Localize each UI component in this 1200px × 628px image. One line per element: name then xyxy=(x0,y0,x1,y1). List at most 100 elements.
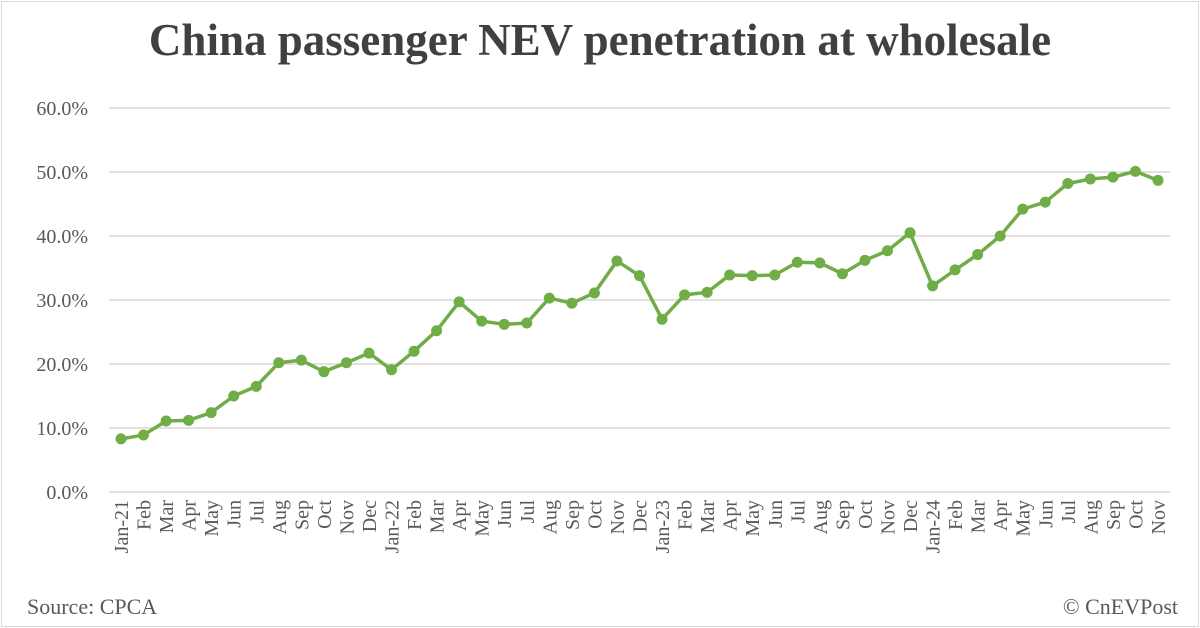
data-point xyxy=(1017,203,1029,215)
x-tick-label: Mar xyxy=(697,500,719,534)
data-point xyxy=(724,269,736,281)
x-tick-label: Oct xyxy=(855,500,877,529)
x-tick-label: Sep xyxy=(832,500,854,530)
data-point xyxy=(521,317,533,329)
data-point xyxy=(814,257,826,269)
x-tick-label: Jan-24 xyxy=(923,500,945,553)
data-point xyxy=(656,313,668,325)
data-point xyxy=(836,268,848,280)
data-point xyxy=(904,227,916,239)
x-tick-label: Feb xyxy=(945,500,967,530)
x-tick-label: May xyxy=(472,500,494,537)
y-tick-label: 50.0% xyxy=(36,162,88,184)
x-tick-label: Feb xyxy=(404,500,426,530)
data-point xyxy=(1129,165,1141,177)
data-point xyxy=(138,429,150,441)
data-point xyxy=(160,415,172,427)
series-line xyxy=(120,169,1159,441)
x-tick-label: Dec xyxy=(900,500,922,532)
x-tick-label: Mar xyxy=(968,500,990,534)
x-tick-label: Mar xyxy=(427,500,449,534)
x-tick-label: Sep xyxy=(291,500,313,530)
x-tick-label: Aug xyxy=(539,500,561,534)
data-point xyxy=(386,364,398,376)
data-point xyxy=(205,407,217,419)
data-point xyxy=(769,269,781,281)
x-tick-label: Apr xyxy=(449,500,471,531)
credit-note: © CnEVPost xyxy=(1062,594,1178,619)
y-tick-label: 30.0% xyxy=(36,290,88,312)
data-point xyxy=(566,297,578,309)
data-point xyxy=(340,357,352,369)
data-point xyxy=(1039,196,1051,208)
data-point xyxy=(634,270,645,282)
x-tick-label: Jun xyxy=(224,500,246,528)
data-point xyxy=(250,380,262,392)
y-tick-label: 60.0% xyxy=(36,98,88,120)
data-point xyxy=(791,256,803,268)
x-tick-label: Oct xyxy=(584,500,606,529)
x-tick-label: Aug xyxy=(810,500,832,534)
x-tick-label: Jun xyxy=(765,500,787,528)
data-point xyxy=(611,255,623,267)
x-tick-label: Jan-23 xyxy=(652,500,674,553)
data-point xyxy=(881,245,893,257)
x-tick-label: Feb xyxy=(675,500,697,530)
x-tick-label: Sep xyxy=(1103,500,1125,530)
y-tick-label: 10.0% xyxy=(36,418,88,440)
data-point xyxy=(431,325,443,337)
data-point xyxy=(476,315,488,327)
data-point xyxy=(543,292,555,304)
data-point xyxy=(453,296,465,308)
data-point xyxy=(498,318,510,330)
x-tick-label: Nov xyxy=(336,500,358,534)
x-tick-label: Jan-21 xyxy=(111,500,133,553)
x-tick-label: Jul xyxy=(517,500,539,524)
source-note: Source: CPCA xyxy=(27,594,158,619)
data-point xyxy=(1152,174,1164,186)
x-tick-label: Mar xyxy=(156,500,178,534)
data-point xyxy=(972,249,984,261)
data-point xyxy=(679,289,691,301)
x-tick-label: May xyxy=(201,500,223,537)
x-tick-label: Jan-22 xyxy=(382,500,404,553)
data-point xyxy=(927,280,939,292)
data-point xyxy=(746,270,758,282)
data-point xyxy=(1107,171,1119,183)
y-tick-label: 20.0% xyxy=(36,354,88,376)
y-tick-label: 0.0% xyxy=(46,482,88,504)
y-tick-label: 40.0% xyxy=(36,226,88,248)
data-point xyxy=(588,287,600,299)
data-point xyxy=(318,366,330,378)
x-tick-label: May xyxy=(742,500,764,537)
data-point xyxy=(408,345,420,357)
x-tick-label: Nov xyxy=(877,500,899,534)
data-point xyxy=(228,390,240,402)
x-tick-label: Apr xyxy=(720,500,742,531)
data-point xyxy=(701,286,713,298)
x-tick-label: Jul xyxy=(1058,500,1080,524)
x-tick-label: Jun xyxy=(1035,500,1057,528)
chart-title: China passenger NEV penetration at whole… xyxy=(148,15,1052,65)
x-tick-label: Nov xyxy=(607,500,629,534)
x-tick-label: Oct xyxy=(314,500,336,529)
data-point xyxy=(115,433,127,445)
x-tick-label: Apr xyxy=(179,500,201,531)
data-point xyxy=(949,264,961,276)
data-point xyxy=(295,354,307,366)
data-point xyxy=(859,254,871,266)
x-tick-label: Dec xyxy=(630,500,652,532)
x-tick-label: Dec xyxy=(359,500,381,532)
x-tick-label: Aug xyxy=(269,500,291,534)
x-tick-label: Oct xyxy=(1125,500,1147,529)
x-tick-label: May xyxy=(1013,500,1035,537)
x-tick-label: Jun xyxy=(494,500,516,528)
x-tick-label: Jul xyxy=(787,500,809,524)
data-point xyxy=(1084,173,1096,185)
data-point xyxy=(183,414,195,426)
data-point xyxy=(994,230,1006,242)
data-point xyxy=(273,357,285,369)
data-point xyxy=(1062,178,1074,190)
